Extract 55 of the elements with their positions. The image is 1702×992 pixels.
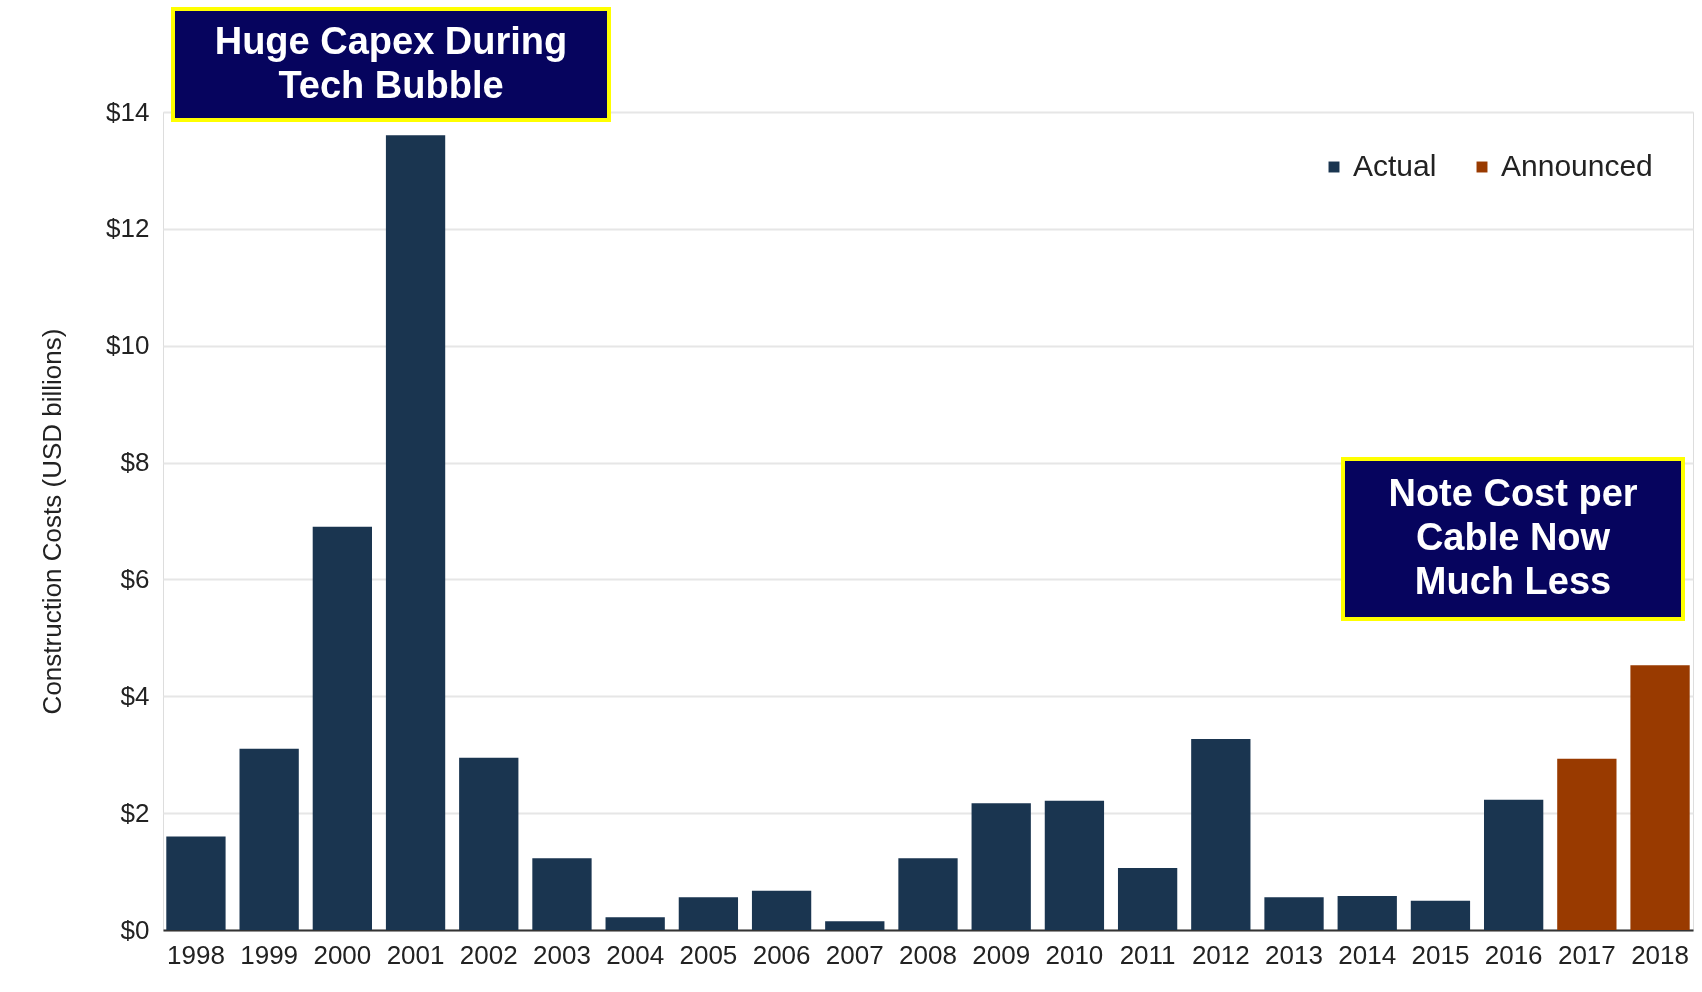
- bar: [678, 897, 739, 930]
- bar: [385, 135, 446, 930]
- x-tick-label: 2007: [825, 939, 884, 970]
- x-tick-label: 2012: [1191, 939, 1250, 970]
- y-tick-label: $14: [106, 96, 150, 127]
- legend-label: Actual: [1353, 149, 1437, 182]
- bar: [825, 921, 885, 930]
- bar: [1191, 738, 1251, 930]
- bar: [312, 526, 372, 930]
- x-tick-label: 2009: [972, 939, 1031, 970]
- bar: [166, 836, 226, 930]
- x-tick-label: 2002: [459, 939, 518, 970]
- bar: [1044, 800, 1105, 930]
- y-axis-title: Construction Costs (USD billions): [37, 328, 68, 715]
- bar: [971, 803, 1031, 930]
- bar: [532, 858, 592, 930]
- bar: [1410, 900, 1471, 930]
- legend-label: Announced: [1501, 149, 1653, 182]
- bar: [239, 748, 299, 930]
- x-tick-label: 2014: [1338, 939, 1397, 970]
- x-tick-label: 2018: [1631, 939, 1689, 970]
- bar: [1264, 897, 1324, 930]
- x-tick-label: 2013: [1265, 939, 1323, 970]
- y-tick-label: $10: [106, 330, 150, 361]
- x-tick-label: 2010: [1045, 939, 1104, 970]
- bar: [1557, 758, 1617, 930]
- y-tick-label: $4: [120, 680, 150, 711]
- x-tick-label: 2005: [679, 939, 738, 970]
- text: Huge Capex During Tech Bubble: [214, 19, 568, 106]
- bar: [1337, 896, 1397, 930]
- x-tick-label: 2000: [313, 939, 372, 970]
- x-tick-label: 2006: [752, 939, 811, 970]
- bar: [898, 858, 958, 930]
- y-tick-label: $8: [120, 447, 150, 478]
- bar: [605, 917, 665, 930]
- bar: [1630, 665, 1690, 930]
- bar: [1484, 799, 1544, 930]
- x-tick-label: 2011: [1119, 939, 1176, 970]
- bar: [1117, 868, 1178, 930]
- x-tick-label: 1998: [167, 939, 225, 970]
- x-tick-label: 2001: [386, 939, 445, 970]
- x-tick-label: 2008: [899, 939, 957, 970]
- y-tick-label: $2: [120, 797, 150, 828]
- y-tick-label: $12: [106, 213, 150, 244]
- annotation: Note Cost per Cable Now Much Less: [1388, 472, 1638, 602]
- x-tick-label: 2017: [1557, 939, 1616, 970]
- x-tick-label: 2003: [533, 939, 591, 970]
- x-tick-label: 1999: [240, 939, 299, 970]
- y-tick-label: $0: [120, 914, 150, 945]
- y-tick-label: $6: [120, 563, 150, 594]
- x-tick-label: 2016: [1484, 939, 1543, 970]
- bar: [459, 757, 519, 930]
- x-tick-label: 2004: [606, 939, 665, 970]
- x-tick-label: 2015: [1411, 939, 1470, 970]
- bar: [751, 890, 812, 930]
